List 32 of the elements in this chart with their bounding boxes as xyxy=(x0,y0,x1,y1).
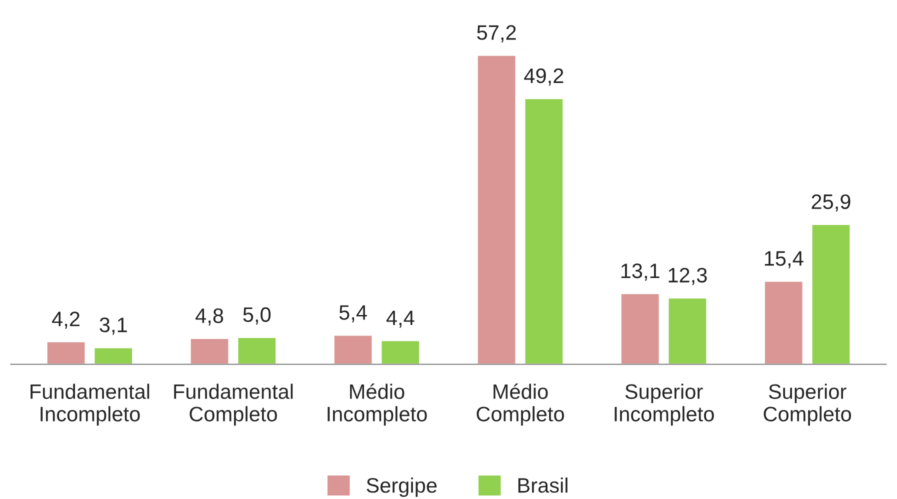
data-label: 15,4 xyxy=(764,251,804,268)
data-label: 5,0 xyxy=(243,307,271,324)
bar xyxy=(46,340,86,364)
bar xyxy=(236,336,277,364)
data-label: 12,3 xyxy=(668,268,707,286)
legend-label: Brasil xyxy=(518,477,568,493)
x-tick-label: Superior Completo xyxy=(764,384,852,426)
data-label: 4,4 xyxy=(386,310,414,328)
x-tick-label: Fundamental Incompleto xyxy=(30,384,150,426)
data-label: 3,1 xyxy=(100,318,127,335)
data-label: 13,1 xyxy=(621,263,660,281)
bar xyxy=(93,346,134,364)
x-tick-label: Médio Completo xyxy=(476,383,564,426)
data-label: 4,8 xyxy=(196,308,224,326)
data-label: 4,2 xyxy=(52,312,80,329)
x-tick-label: Médio Incompleto xyxy=(328,383,427,426)
bar xyxy=(332,334,374,364)
bar xyxy=(380,340,420,364)
bar xyxy=(810,224,852,364)
x-tick-label: Fundamental Completo xyxy=(174,384,293,426)
bar xyxy=(620,292,660,364)
bar xyxy=(524,98,564,364)
data-label: 25,9 xyxy=(812,194,850,212)
legend-label: Sergipe xyxy=(366,477,437,497)
bar xyxy=(764,280,804,364)
bar xyxy=(189,338,230,364)
data-label: 57,2 xyxy=(477,25,516,42)
bar xyxy=(476,54,517,364)
bar xyxy=(667,297,708,364)
data-label: 5,4 xyxy=(339,305,367,322)
data-label: 49,2 xyxy=(524,68,564,86)
x-tick-label: Superior Incompleto xyxy=(614,384,714,426)
